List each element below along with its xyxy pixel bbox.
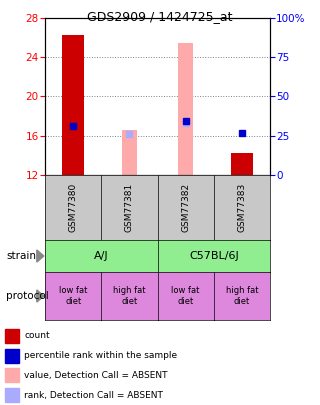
- Bar: [62, 35, 84, 175]
- Bar: [5, 329, 20, 343]
- Text: strain: strain: [6, 251, 36, 261]
- Bar: [5, 368, 20, 382]
- Text: protocol: protocol: [6, 291, 49, 301]
- Bar: [231, 153, 253, 175]
- Text: count: count: [24, 331, 50, 340]
- Text: percentile rank within the sample: percentile rank within the sample: [24, 351, 177, 360]
- Bar: [122, 130, 137, 175]
- Bar: [178, 43, 193, 175]
- Text: low fat
diet: low fat diet: [59, 286, 87, 306]
- Text: low fat
diet: low fat diet: [172, 286, 200, 306]
- Text: GSM77383: GSM77383: [237, 183, 246, 232]
- Bar: [5, 349, 20, 363]
- Text: GDS2909 / 1424725_at: GDS2909 / 1424725_at: [87, 10, 233, 23]
- Text: high fat
diet: high fat diet: [113, 286, 146, 306]
- Text: A/J: A/J: [94, 251, 108, 261]
- Text: C57BL/6J: C57BL/6J: [189, 251, 239, 261]
- Bar: [5, 388, 20, 402]
- Text: high fat
diet: high fat diet: [226, 286, 258, 306]
- Text: value, Detection Call = ABSENT: value, Detection Call = ABSENT: [24, 371, 168, 380]
- Text: GSM77381: GSM77381: [125, 183, 134, 232]
- Text: GSM77380: GSM77380: [68, 183, 78, 232]
- Text: rank, Detection Call = ABSENT: rank, Detection Call = ABSENT: [24, 391, 163, 400]
- Text: GSM77382: GSM77382: [181, 183, 190, 232]
